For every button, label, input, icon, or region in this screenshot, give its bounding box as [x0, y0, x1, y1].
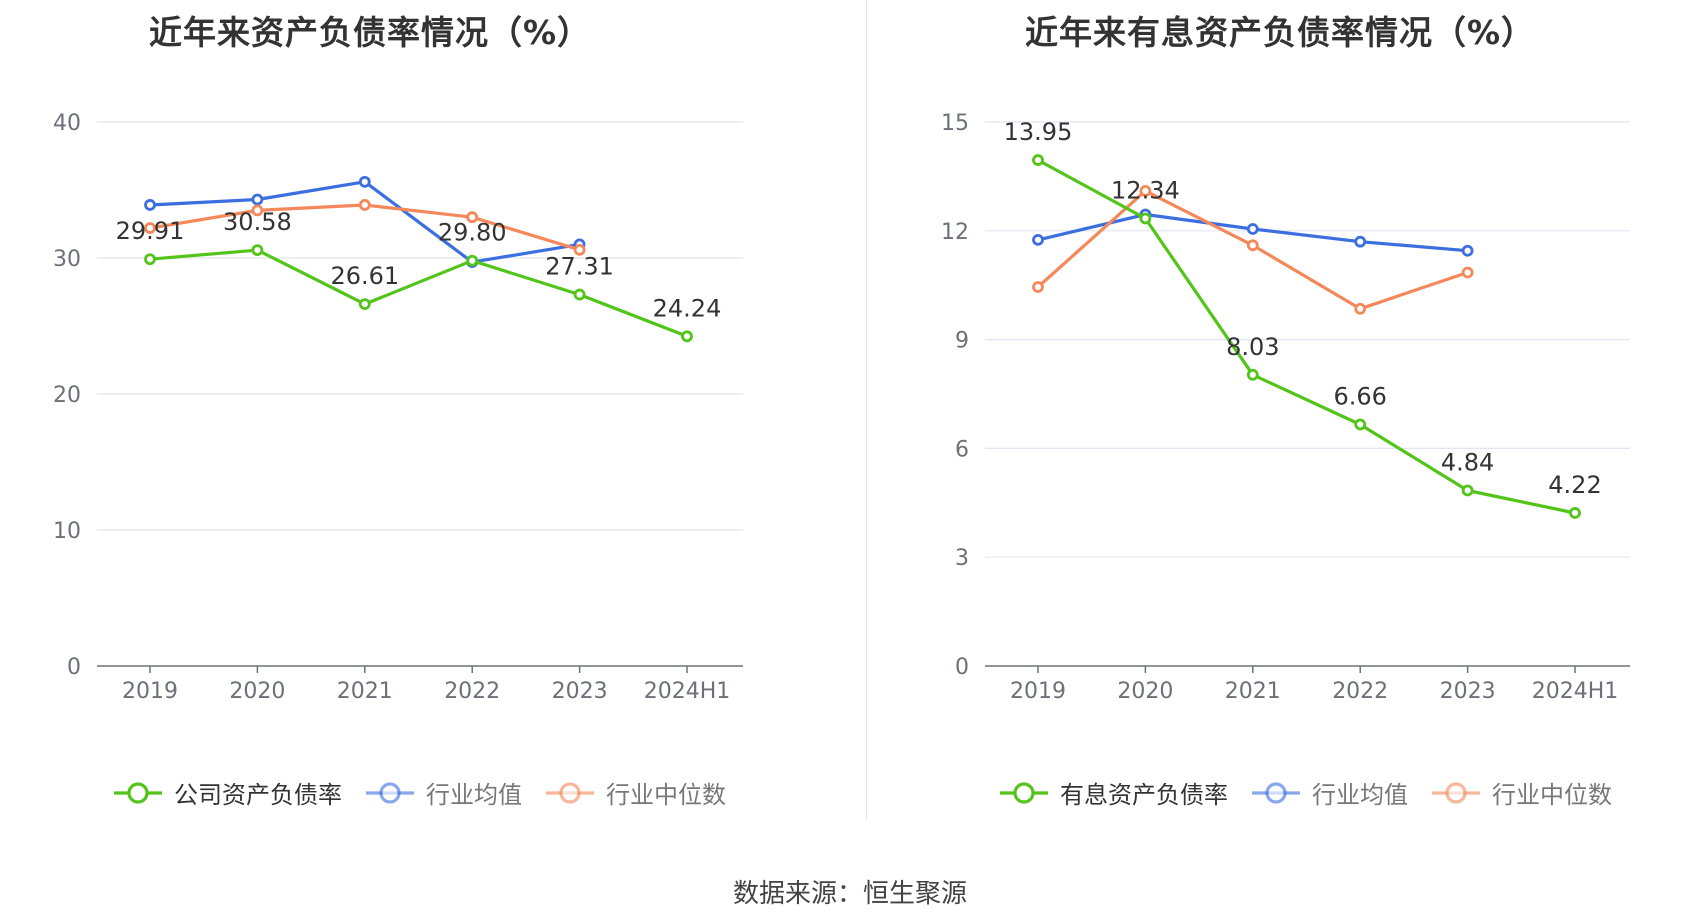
legend-line-circle-icon	[1250, 781, 1302, 805]
legend-line-circle-icon	[544, 781, 596, 805]
x-tick-label: 2022	[1332, 679, 1388, 704]
legend-label: 行业中位数	[606, 781, 726, 809]
data-point	[1461, 244, 1474, 257]
data-point	[1032, 154, 1044, 166]
y-tick-label: 20	[53, 383, 81, 408]
legend-line-circle-icon	[1430, 781, 1482, 805]
line-chart-plot: 0 10 20 30 40 2019 2020 2021 2022 2023 2024H1 29.91…	[53, 111, 743, 704]
x-tick-label: 2022	[444, 679, 500, 704]
data-label: 27.31	[545, 253, 614, 281]
data-point	[573, 288, 586, 301]
y-tick-label: 6	[955, 437, 969, 462]
data-label: 13.95	[1004, 118, 1073, 146]
y-tick-label: 40	[53, 111, 81, 136]
data-label: 29.91	[116, 217, 185, 245]
y-tick-label: 10	[53, 519, 81, 544]
legend-line-circle-icon	[364, 781, 416, 805]
legend-label: 公司资产负债率	[174, 781, 342, 809]
legend-item-company[interactable]: 公司资产负债率	[112, 775, 342, 810]
data-label: 29.80	[438, 219, 507, 247]
data-point	[1461, 266, 1474, 279]
y-tick-label: 15	[941, 111, 969, 136]
data-label: 30.58	[223, 208, 292, 236]
data-point	[358, 175, 371, 188]
legend-line-circle-icon	[998, 781, 1050, 805]
data-point	[1246, 368, 1259, 381]
x-tick-label: 2023	[1440, 679, 1496, 704]
data-point	[573, 243, 586, 256]
panel-divider	[866, 0, 867, 820]
data-point	[358, 298, 371, 311]
x-tick-label: 2021	[337, 679, 393, 704]
data-point	[251, 193, 264, 206]
data-point	[144, 222, 156, 234]
data-point	[251, 204, 264, 217]
x-tick-label: 2020	[1117, 679, 1173, 704]
data-label: 4.84	[1441, 448, 1494, 476]
data-point	[466, 254, 479, 267]
legend-item-industry-average[interactable]: 行业均值	[364, 775, 522, 810]
x-tick-label: 2021	[1225, 679, 1281, 704]
data-source-footer: 数据来源：恒生聚源	[732, 879, 967, 909]
chart-title: 近年来有息资产负债率情况（%）	[1024, 13, 1536, 52]
legend-label: 行业均值	[426, 781, 522, 809]
chart-legend: 公司资产负债率 行业均值 行业中位数	[112, 775, 726, 810]
y-tick-label: 3	[955, 546, 969, 571]
data-point	[1139, 212, 1152, 225]
chart-panel-right: 近年来有息资产负债率情况（%） 0 3 6 9 12 15 2019 2020 2021 2022…	[850, 0, 1700, 820]
series-line	[149, 248, 688, 338]
data-point	[1354, 235, 1367, 248]
data-point	[1032, 281, 1044, 293]
data-label: 24.24	[653, 294, 722, 322]
data-point	[1354, 418, 1367, 431]
data-point	[144, 253, 156, 266]
data-label: 26.61	[330, 262, 399, 290]
series-line	[1037, 158, 1576, 515]
x-tick-label: 2019	[1010, 679, 1066, 704]
legend-item-industry-median[interactable]: 行业中位数	[544, 775, 726, 810]
data-point	[466, 211, 479, 224]
x-tick-label: 2024H1	[1532, 679, 1619, 704]
line-chart-plot: 0 3 6 9 12 15 2019 2020 2021 2022 2023 2024H1 13.95 1…	[941, 111, 1630, 704]
data-label: 12.34	[1111, 176, 1180, 204]
legend-item-industry-average[interactable]: 行业均值	[1250, 775, 1408, 810]
chart-panel-left: 近年来资产负债率情况（%） 0 10 20 30 40 2019 2020 2021 2022 2…	[0, 0, 850, 820]
legend-label: 有息资产负债率	[1060, 781, 1228, 809]
data-point	[1139, 185, 1152, 197]
data-label: 6.66	[1333, 382, 1386, 410]
data-point	[251, 244, 264, 257]
data-point	[144, 199, 156, 211]
data-point	[681, 330, 693, 343]
chart-title: 近年来资产负债率情况（%）	[148, 13, 592, 52]
data-point	[1354, 302, 1367, 315]
y-tick-label: 30	[53, 247, 81, 272]
data-point	[1461, 484, 1474, 497]
legend-label: 行业均值	[1312, 781, 1408, 809]
y-tick-label: 0	[67, 655, 81, 680]
x-tick-label: 2019	[122, 679, 178, 704]
data-point	[1246, 239, 1259, 252]
x-tick-label: 2023	[552, 679, 608, 704]
legend-item-industry-median[interactable]: 行业中位数	[1430, 775, 1612, 810]
y-tick-label: 12	[941, 220, 969, 245]
data-point	[1246, 223, 1259, 235]
data-label: 4.22	[1548, 471, 1601, 499]
y-tick-label: 0	[955, 655, 969, 680]
x-tick-label: 2020	[229, 679, 285, 704]
data-point	[1569, 507, 1581, 519]
legend-label: 行业中位数	[1492, 781, 1612, 809]
y-tick-label: 9	[955, 329, 969, 354]
x-tick-label: 2024H1	[644, 679, 731, 704]
legend-item-interest-bearing[interactable]: 有息资产负债率	[998, 775, 1228, 810]
data-point	[358, 199, 371, 211]
data-point	[1032, 233, 1044, 246]
data-label: 8.03	[1226, 333, 1279, 361]
chart-legend: 有息资产负债率 行业均值 行业中位数	[998, 775, 1612, 810]
legend-line-circle-icon	[112, 781, 164, 805]
